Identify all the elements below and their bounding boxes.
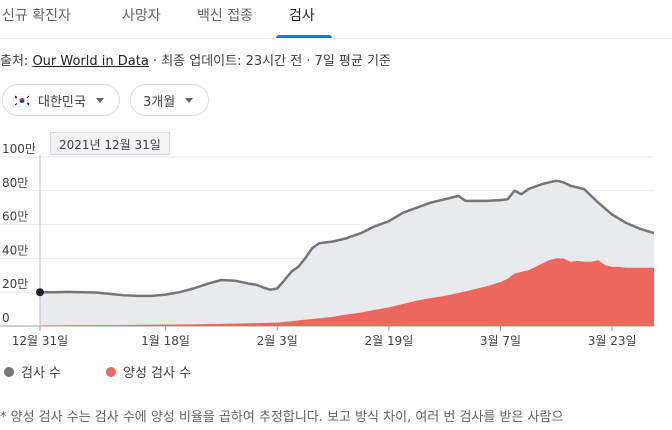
tab-deaths[interactable]: 사망자 [122,8,161,24]
source-line: 출처: Our World in Data · 최종 업데이트: 23시간 전 … [0,50,391,69]
tab-vaccinations[interactable]: 백신 접종 [197,8,253,24]
period-dropdown[interactable]: 3개월 [130,84,209,116]
legend-label-positive-tests: 양성 검사 수 [123,366,192,381]
period-label: 3개월 [143,94,176,110]
tab-bar: 신규 확진자 사망자 백신 접종 검사 [0,0,672,39]
legend-dot-positive-tests [106,366,116,377]
y-tick-label: 40만 [2,243,28,257]
source-suffix: · 최종 업데이트: 23시간 전 · 7일 평균 기준 [148,54,391,69]
legend-dot-tests [4,366,14,377]
hover-point [36,288,44,297]
y-axis-ticks: 0 20만 40만 60만 80만 100만 [2,142,36,325]
x-tick-label: 12월 31일 [12,334,68,348]
chevron-down-icon [95,97,104,103]
x-tick-label: 2월 3일 [257,334,298,348]
x-axis-ticks: 12월 31일 1월 18일 2월 3일 2월 19일 3월 7일 3월 23일 [12,326,637,348]
tests-chart[interactable]: 0 20만 40만 60만 80만 100만 12월 31일 1월 18일 2월 3일 2월 1… [0,0,672,360]
tab-tests[interactable]: 검사 [289,8,315,24]
tab-new-cases[interactable]: 신규 확진자 [2,8,71,24]
active-tab-indicator [276,35,332,38]
footnote: * 양성 검사 수는 검사 수에 양성 비율을 곱하여 추정합니다. 보고 방식… [0,410,564,425]
positive-tests-area [40,258,654,326]
source-prefix: 출처: [0,54,33,69]
south-korea-flag-icon [13,93,31,107]
date-tooltip: 2021년 12월 31일 [50,132,170,155]
source-link[interactable]: Our World in Data [32,54,149,69]
y-tick-label: 100만 [2,142,36,156]
region-label: 대한민국 [38,94,86,110]
x-tick-label: 3월 7일 [480,334,521,348]
region-dropdown[interactable]: 대한민국 [2,84,120,116]
legend-tests: 검사 수 [4,362,61,381]
x-tick-label: 3월 23일 [588,334,637,348]
x-tick-label: 1월 18일 [141,334,190,348]
tests-line [40,179,655,298]
legend-positive-tests: 양성 검사 수 [106,362,191,381]
x-tick-label: 2월 19일 [364,334,413,348]
y-tick-label: 60만 [2,210,28,224]
y-tick-label: 0 [2,311,10,325]
y-tick-label: 80만 [2,176,28,190]
chevron-down-icon [185,97,194,103]
y-tick-label: 20만 [2,277,28,291]
legend-label-tests: 검사 수 [21,366,62,381]
